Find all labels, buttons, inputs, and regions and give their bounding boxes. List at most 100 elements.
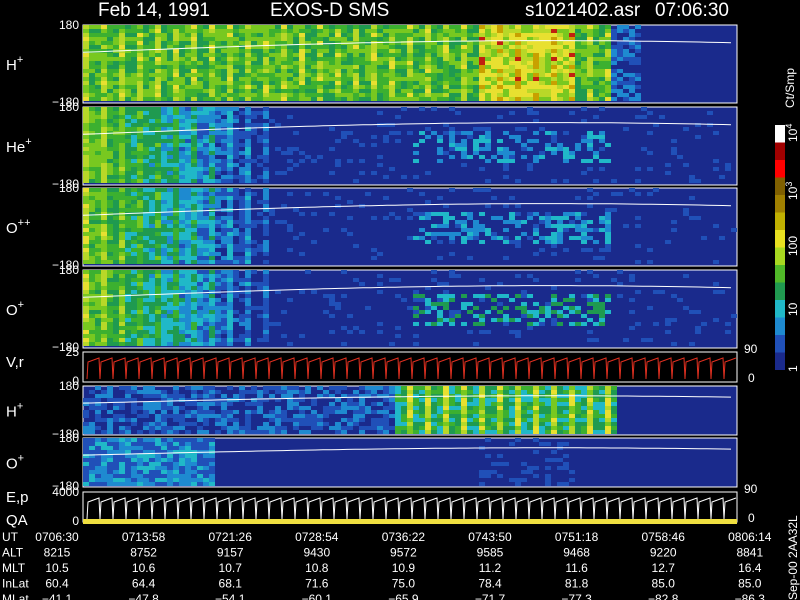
spectrogram-cell	[575, 270, 581, 274]
spectrogram-cell	[299, 77, 305, 81]
spectrogram-cell	[185, 123, 191, 127]
spectrogram-cell	[215, 115, 221, 119]
spectrogram-cell	[227, 139, 233, 143]
spectrogram-cell	[137, 298, 143, 302]
spectrogram-cell	[89, 310, 95, 314]
spectrogram-cell	[281, 41, 287, 45]
spectrogram-cell	[461, 155, 467, 159]
spectrogram-cell	[299, 252, 305, 256]
spectrogram-cell	[407, 49, 413, 53]
spectrogram-cell	[185, 290, 191, 294]
spectrogram-cell	[629, 37, 635, 41]
spectrogram-cell	[437, 406, 443, 410]
spectrogram-cell	[383, 85, 389, 89]
spectrogram-cell	[215, 390, 221, 394]
spectrogram-cell	[353, 57, 359, 61]
spectrogram-cell	[587, 135, 593, 139]
spectrogram-cell	[191, 282, 197, 286]
spectrogram-cell	[191, 127, 197, 131]
spectrogram-cell	[401, 37, 407, 41]
spectrogram-cell	[437, 426, 443, 430]
spectrogram-cell	[83, 216, 89, 220]
spectrogram-cell	[377, 394, 383, 398]
spectrogram-cell	[551, 406, 557, 410]
spectrogram-cell	[155, 139, 161, 143]
spectrogram-cell	[167, 151, 173, 155]
spectrogram-cell	[119, 97, 125, 101]
spectrogram-cell	[119, 167, 125, 171]
spectrogram-cell	[209, 260, 215, 264]
spectrogram-cell	[83, 93, 89, 97]
spectrogram-cell	[239, 322, 245, 326]
spectrogram-cell	[149, 163, 155, 167]
spectrogram-cell	[281, 45, 287, 49]
spectrogram-cell	[539, 69, 545, 73]
spectrogram-cell	[455, 418, 461, 422]
spectrogram-cell	[251, 45, 257, 49]
spectrogram-cell	[203, 212, 209, 216]
spectrogram-cell	[329, 212, 335, 216]
spectrogram-cell	[545, 147, 551, 151]
spectrogram-cell	[203, 127, 209, 131]
spectrogram-cell	[335, 196, 341, 200]
spectrogram-cell	[125, 430, 131, 434]
spectrogram-cell	[551, 85, 557, 89]
spectrogram-cell	[545, 45, 551, 49]
spectrogram-cell	[605, 81, 611, 85]
spectrogram-cell	[449, 25, 455, 29]
spectrogram-cell	[455, 69, 461, 73]
spectrogram-cell	[89, 179, 95, 183]
spectrogram-cell	[521, 41, 527, 45]
spectrogram-cell	[617, 93, 623, 97]
spectrogram-cell	[365, 394, 371, 398]
spectrogram-cell	[311, 422, 317, 426]
spectrogram-cell	[131, 45, 137, 49]
spectrogram-cell	[413, 390, 419, 394]
spectrogram-cell	[569, 155, 575, 159]
spectrogram-cell	[269, 29, 275, 33]
spectrogram-cell	[431, 422, 437, 426]
spectrogram-cell	[521, 53, 527, 57]
spectrogram-cell	[407, 386, 413, 390]
spectrogram-cell	[131, 171, 137, 175]
spectrogram-cell	[245, 33, 251, 37]
spectrogram-cell	[113, 418, 119, 422]
spectrogram-cell	[251, 398, 257, 402]
spectrogram-cell	[191, 278, 197, 282]
spectrogram-cell	[269, 85, 275, 89]
spectrogram-cell	[113, 61, 119, 65]
spectrogram-cell	[83, 330, 89, 334]
spectrogram-cell	[503, 41, 509, 45]
spectrogram-cell	[491, 216, 497, 220]
spectrogram-cell	[605, 53, 611, 57]
spectrogram-cell	[107, 248, 113, 252]
spectrogram-cell	[119, 402, 125, 406]
spectrogram-cell	[161, 244, 167, 248]
spectrogram-cell	[461, 410, 467, 414]
spectrogram-cell	[443, 41, 449, 45]
spectrogram-cell	[137, 143, 143, 147]
spectrogram-cell	[545, 97, 551, 101]
spectrogram-cell	[191, 216, 197, 220]
spectrogram-cell	[245, 306, 251, 310]
spectrogram-cell	[143, 208, 149, 212]
spectrogram-cell	[383, 426, 389, 430]
spectrogram-cell	[551, 298, 557, 302]
spectrogram-cell	[95, 410, 101, 414]
spectrogram-cell	[431, 107, 437, 111]
spectrogram-cell	[161, 93, 167, 97]
spectrogram-cell	[431, 73, 437, 77]
spectrogram-cell	[545, 306, 551, 310]
spectrogram-cell	[107, 232, 113, 236]
spectrogram-cell	[365, 61, 371, 65]
spectrogram-cell	[425, 25, 431, 29]
spectrogram-cell	[95, 244, 101, 248]
spectrogram-cell	[221, 111, 227, 115]
spectrogram-cell	[407, 65, 413, 69]
spectrogram-cell	[179, 418, 185, 422]
spectrogram-cell	[389, 131, 395, 135]
spectrogram-cell	[191, 175, 197, 179]
spectrogram-cell	[419, 398, 425, 402]
spectrogram-cell	[359, 97, 365, 101]
spectrogram-cell	[131, 25, 137, 29]
